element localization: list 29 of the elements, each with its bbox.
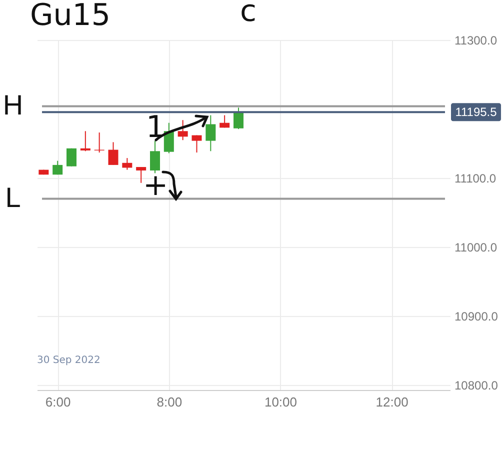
y-tick-label: 11100.0 [454,172,496,186]
annotation: + [143,168,168,203]
text: c [240,0,256,29]
y-tick-label: 10800.0 [454,378,498,393]
candlestick [150,140,160,174]
candlestick [220,114,230,128]
ref-line-label: L [5,182,21,213]
x-tick-label: 12:00 [376,394,408,410]
annotation: 30 Sep 2022 [37,355,100,366]
candlestick [178,120,188,141]
candlestick [206,114,216,152]
ref-line-label: H [2,89,24,120]
candlestick [108,142,118,166]
text: Gu15 [30,0,110,33]
candlestick [52,160,63,176]
candlestick [192,134,202,154]
candlestick [164,122,174,154]
x-tick-label: 10:00 [264,394,298,410]
candlestick [136,166,146,184]
y-tick-label: 10900.0 [454,310,498,324]
x-tick-label: 8:00 [156,394,182,410]
y-tick-label: 11000.0 [454,240,498,255]
y-tick-label: 11300.0 [454,34,498,48]
candlestick [122,158,132,170]
ref-line-label: 11195.5 [455,105,498,120]
x-tick-label: 6:00 [45,394,71,410]
candlestick [80,130,90,152]
candlestick [233,107,244,130]
candlestick [66,148,76,167]
